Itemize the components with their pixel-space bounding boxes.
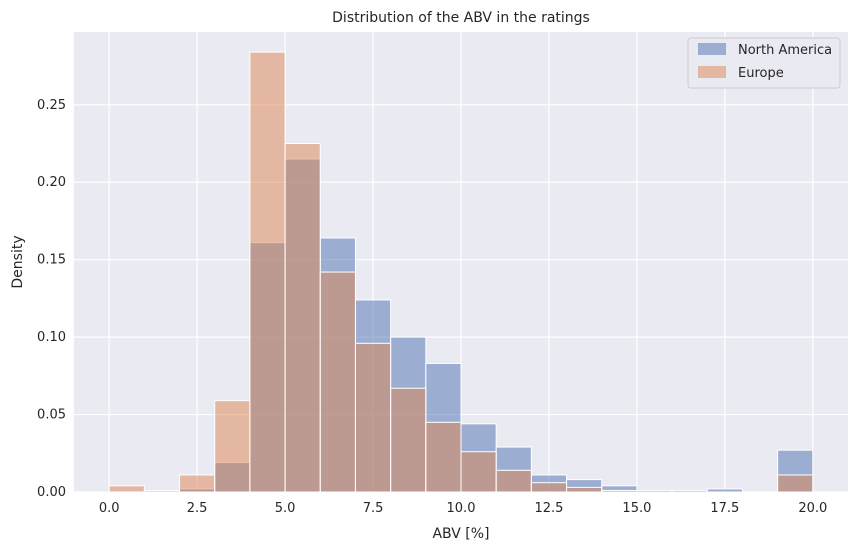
- x-tick-label: 10.0: [447, 501, 476, 516]
- y-axis-label: Density: [10, 235, 26, 288]
- x-tick-label: 15.0: [622, 501, 651, 516]
- series-europe-bars: [108, 51, 814, 493]
- y-tick-label: 0.15: [37, 253, 66, 268]
- histogram-bar-europe: [143, 489, 181, 493]
- legend: North America Europe: [687, 37, 841, 89]
- legend-label-north-america: North America: [738, 43, 832, 58]
- legend-label-europe: Europe: [738, 66, 784, 81]
- x-tick-label: 7.5: [363, 501, 384, 516]
- histogram-bar-europe: [530, 482, 568, 493]
- histogram-bar-europe: [601, 489, 638, 493]
- histogram-bar-europe: [390, 387, 427, 493]
- y-tick-labels: 0.00 0.05 0.10 0.15 0.20 0.25: [37, 98, 66, 500]
- histogram-bar-europe: [566, 486, 603, 493]
- legend-swatch-europe: [698, 66, 726, 78]
- x-tick-labels: 0.0 2.5 5.0 7.5 10.0 12.5 15.0 17.5 20.0: [99, 501, 827, 516]
- chart-title: Distribution of the ABV in the ratings: [332, 10, 590, 26]
- histogram-bar-north-america: [636, 489, 673, 493]
- x-tick-label: 12.5: [534, 501, 563, 516]
- y-tick-label: 0.00: [37, 485, 66, 500]
- y-tick-label: 0.10: [37, 330, 66, 345]
- y-tick-label: 0.25: [37, 98, 66, 113]
- histogram-bar-europe: [495, 469, 532, 493]
- histogram-bar-north-america: [706, 488, 743, 493]
- x-tick-label: 20.0: [798, 501, 827, 516]
- x-tick-label: 2.5: [187, 501, 208, 516]
- histogram-bar-europe: [425, 421, 462, 493]
- histogram-bar-europe: [354, 342, 392, 493]
- x-axis-label: ABV [%]: [432, 526, 489, 542]
- histogram-bar-europe: [249, 51, 286, 493]
- histogram-bar-europe: [319, 271, 356, 493]
- x-tick-label: 5.0: [275, 501, 296, 516]
- histogram-bar-north-america: [671, 489, 708, 493]
- histogram-bar-europe: [179, 474, 216, 493]
- legend-swatch-north-america: [698, 43, 726, 55]
- x-tick-label: 0.0: [99, 501, 120, 516]
- histogram-bar-europe: [460, 451, 497, 493]
- x-tick-label: 17.5: [710, 501, 739, 516]
- histogram-bar-europe: [284, 143, 321, 493]
- y-tick-label: 0.05: [37, 408, 66, 423]
- histogram-bar-europe: [108, 485, 145, 493]
- histogram-bar-europe: [214, 400, 251, 493]
- histogram-bar-europe: [777, 474, 814, 493]
- y-tick-label: 0.20: [37, 175, 66, 190]
